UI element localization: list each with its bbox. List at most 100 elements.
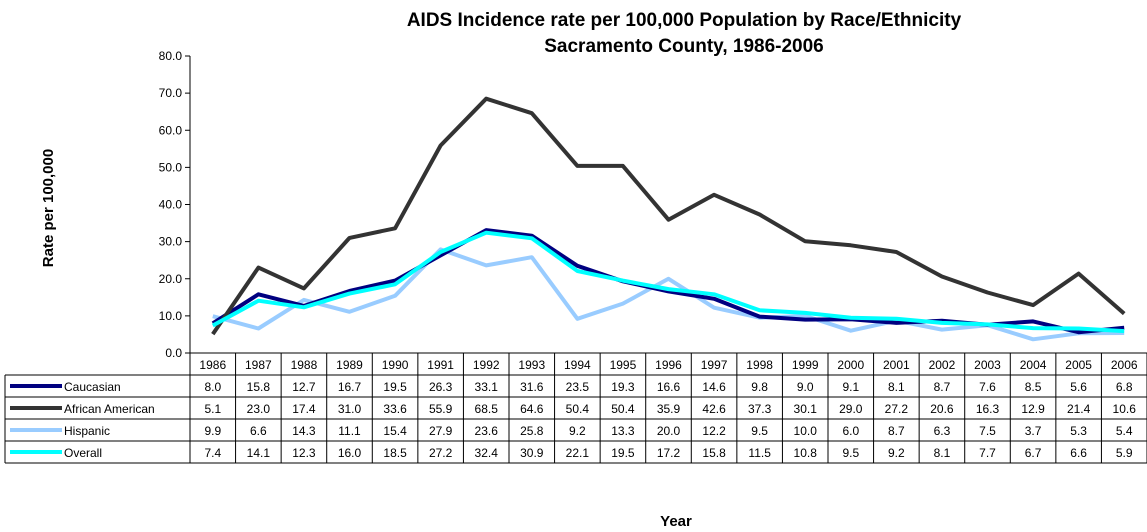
data-label: 50.4 bbox=[566, 402, 590, 416]
x-tick-label: 1993 bbox=[518, 358, 545, 372]
data-label: 8.1 bbox=[934, 446, 951, 460]
data-table: 1986 1987 1988 1989 1990 1991 1992 1993 1994 1995… bbox=[4, 352, 1147, 464]
y-tick-label: 0.0 bbox=[165, 346, 182, 360]
data-label: 9.2 bbox=[888, 446, 905, 460]
x-tick-label: 1991 bbox=[427, 358, 454, 372]
data-label: 6.3 bbox=[934, 424, 951, 438]
y-axis-label: Rate per 100,000 bbox=[40, 149, 57, 267]
data-label: 10.6 bbox=[1113, 402, 1137, 416]
x-tick-label: 1988 bbox=[291, 358, 318, 372]
data-label: 25.8 bbox=[520, 424, 544, 438]
data-label: 10.0 bbox=[794, 424, 818, 438]
data-label: 12.3 bbox=[292, 446, 316, 460]
data-label: 7.5 bbox=[979, 424, 996, 438]
legend-label: Hispanic bbox=[64, 424, 110, 438]
data-label: 23.0 bbox=[247, 402, 271, 416]
x-tick-label: 1992 bbox=[473, 358, 500, 372]
data-label: 9.0 bbox=[797, 380, 814, 394]
data-label: 20.6 bbox=[930, 402, 954, 416]
data-label: 21.4 bbox=[1067, 402, 1091, 416]
x-tick-label: 1999 bbox=[792, 358, 819, 372]
data-label: 9.8 bbox=[751, 380, 768, 394]
data-label: 5.4 bbox=[1116, 424, 1133, 438]
data-label: 6.6 bbox=[1070, 446, 1087, 460]
data-label: 12.7 bbox=[292, 380, 316, 394]
data-label: 5.6 bbox=[1070, 380, 1087, 394]
y-tick-label: 70.0 bbox=[159, 86, 183, 100]
x-tick-label: 1998 bbox=[746, 358, 773, 372]
y-tick-label: 30.0 bbox=[159, 235, 183, 249]
x-tick-label: 1996 bbox=[655, 358, 682, 372]
data-label: 31.6 bbox=[520, 380, 544, 394]
data-label: 6.0 bbox=[842, 424, 859, 438]
data-label: 13.3 bbox=[611, 424, 635, 438]
data-label: 27.9 bbox=[429, 424, 453, 438]
data-label: 55.9 bbox=[429, 402, 453, 416]
series-line-african-american bbox=[211, 96, 1126, 336]
data-label: 29.0 bbox=[839, 402, 863, 416]
data-label: 9.9 bbox=[204, 424, 221, 438]
legend-label: Caucasian bbox=[64, 380, 121, 394]
y-tick-label: 20.0 bbox=[159, 272, 183, 286]
data-label: 23.5 bbox=[566, 380, 590, 394]
data-label: 42.6 bbox=[702, 402, 726, 416]
data-label: 33.1 bbox=[475, 380, 499, 394]
x-tick-label: 2005 bbox=[1065, 358, 1092, 372]
data-label: 68.5 bbox=[475, 402, 499, 416]
data-label: 14.1 bbox=[247, 446, 271, 460]
data-label: 16.7 bbox=[338, 380, 362, 394]
data-label: 17.2 bbox=[657, 446, 681, 460]
data-label: 8.5 bbox=[1025, 380, 1042, 394]
data-label: 15.8 bbox=[702, 446, 726, 460]
data-label: 19.3 bbox=[611, 380, 635, 394]
y-tick-label: 80.0 bbox=[159, 49, 183, 63]
data-label: 16.6 bbox=[657, 380, 681, 394]
data-label: 15.8 bbox=[247, 380, 271, 394]
chart-title: AIDS Incidence rate per 100,000 Populati… bbox=[407, 10, 962, 31]
data-label: 11.1 bbox=[338, 424, 361, 438]
data-label: 19.5 bbox=[383, 380, 407, 394]
data-label: 3.7 bbox=[1025, 424, 1042, 438]
data-label: 8.7 bbox=[934, 380, 951, 394]
legend-label: African American bbox=[64, 402, 155, 416]
y-tick-label: 60.0 bbox=[159, 123, 183, 137]
data-label: 9.5 bbox=[842, 446, 859, 460]
x-tick-label: 1987 bbox=[245, 358, 272, 372]
data-label: 5.9 bbox=[1116, 446, 1133, 460]
data-label: 64.6 bbox=[520, 402, 544, 416]
data-label: 30.1 bbox=[794, 402, 818, 416]
data-label: 14.3 bbox=[292, 424, 316, 438]
data-label: 8.0 bbox=[204, 380, 221, 394]
data-label: 10.8 bbox=[794, 446, 818, 460]
data-label: 8.1 bbox=[888, 380, 905, 394]
data-label: 6.7 bbox=[1025, 446, 1042, 460]
legend-label: Overall bbox=[64, 446, 102, 460]
data-label: 11.5 bbox=[748, 446, 771, 460]
x-tick-label: 2006 bbox=[1111, 358, 1138, 372]
data-label: 7.7 bbox=[979, 446, 996, 460]
plot-area bbox=[211, 96, 1126, 342]
data-label: 9.5 bbox=[751, 424, 768, 438]
data-label: 35.9 bbox=[657, 402, 681, 416]
x-tick-label: 1997 bbox=[701, 358, 728, 372]
data-label: 23.6 bbox=[475, 424, 499, 438]
x-tick-label: 2001 bbox=[883, 358, 910, 372]
y-tick-label: 10.0 bbox=[159, 309, 183, 323]
data-label: 30.9 bbox=[520, 446, 544, 460]
data-label: 8.7 bbox=[888, 424, 905, 438]
data-label: 5.1 bbox=[204, 402, 221, 416]
data-label: 14.6 bbox=[702, 380, 726, 394]
y-axis: 0.0 10.0 20.0 30.0 40.0 50.0 60.0 70.0 80.0 bbox=[159, 49, 191, 360]
data-label: 9.2 bbox=[569, 424, 586, 438]
data-label: 12.2 bbox=[702, 424, 726, 438]
series-line-hispanic bbox=[212, 247, 1125, 342]
data-label: 5.3 bbox=[1070, 424, 1087, 438]
x-tick-label: 2000 bbox=[837, 358, 864, 372]
data-label: 7.6 bbox=[979, 380, 996, 394]
data-label: 15.4 bbox=[383, 424, 407, 438]
x-tick-label: 1989 bbox=[336, 358, 363, 372]
y-tick-label: 50.0 bbox=[159, 160, 183, 174]
y-tick-label: 40.0 bbox=[159, 198, 183, 212]
x-tick-label: 1990 bbox=[382, 358, 409, 372]
